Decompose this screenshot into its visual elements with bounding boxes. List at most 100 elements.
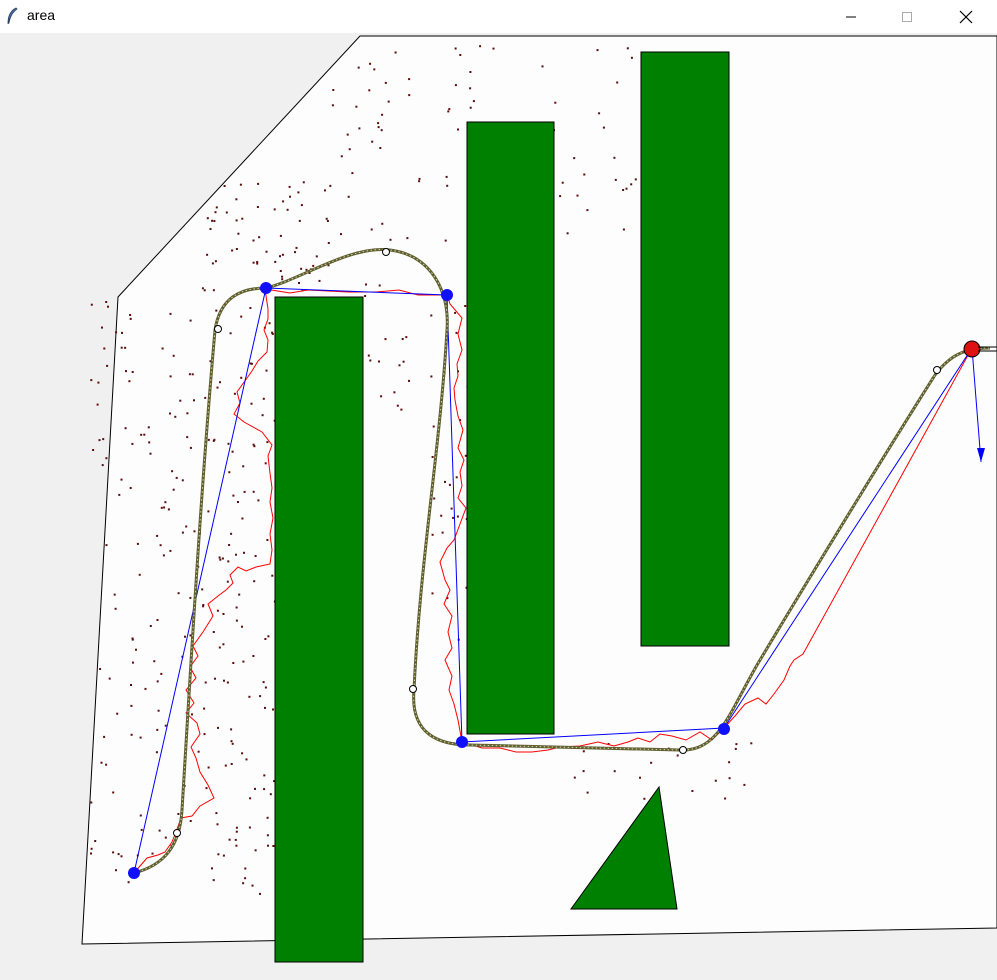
sample-point [127, 881, 130, 884]
sample-point [228, 544, 231, 546]
sample-point [448, 483, 451, 486]
sample-point [400, 408, 403, 411]
sample-point [298, 282, 300, 284]
sample-point [300, 204, 303, 207]
sample-point [139, 736, 142, 739]
sample-point [252, 261, 255, 264]
sample-point [242, 882, 245, 885]
sample-point [130, 704, 133, 707]
map-canvas[interactable] [0, 33, 997, 980]
sample-point [315, 255, 318, 258]
sample-point [265, 369, 268, 372]
waypoint[interactable] [456, 736, 468, 748]
sample-point [159, 544, 162, 547]
sample-point [616, 81, 619, 84]
maximize-button[interactable] [884, 0, 930, 33]
sample-point [418, 180, 421, 183]
sample-point [230, 532, 233, 535]
sample-point [380, 395, 383, 398]
sample-point [219, 381, 221, 384]
sample-point [384, 81, 387, 84]
sample-point [598, 112, 601, 115]
sample-point [222, 613, 225, 615]
sample-point [96, 403, 99, 406]
sample-point [348, 148, 351, 151]
sample-point [241, 217, 244, 220]
sample-point [128, 380, 131, 383]
sample-point [318, 279, 321, 282]
sample-point [241, 517, 244, 520]
sample-point [272, 845, 275, 847]
sample-point [279, 234, 282, 237]
sample-point [244, 867, 247, 870]
sample-point [405, 336, 408, 339]
title-bar[interactable]: area [0, 0, 997, 33]
sample-point [232, 662, 235, 664]
sample-point [262, 681, 265, 684]
sample-point [148, 441, 151, 444]
sample-point [455, 476, 458, 479]
sample-point [639, 776, 641, 779]
sample-point [177, 813, 180, 815]
sample-point [90, 379, 93, 382]
sample-point [327, 264, 330, 267]
waypoint[interactable] [260, 282, 272, 294]
sample-point [115, 869, 117, 872]
sample-point [103, 735, 106, 738]
sample-point [211, 262, 214, 265]
sample-point [112, 851, 115, 854]
obstacle-2 [466, 121, 555, 735]
sample-point [267, 844, 269, 847]
sample-point [583, 173, 586, 176]
waypoint[interactable] [128, 867, 140, 879]
sample-point [230, 763, 233, 765]
sample-point [268, 322, 271, 325]
sample-point [248, 826, 251, 829]
sample-point [235, 826, 238, 829]
waypoint[interactable] [718, 723, 730, 735]
sample-point [455, 331, 458, 334]
sample-point [207, 766, 210, 769]
sample-point [214, 677, 216, 680]
sample-point [212, 631, 215, 633]
sample-point [735, 743, 738, 746]
sample-point [250, 402, 253, 405]
sample-point [369, 62, 372, 65]
sample-point [265, 250, 268, 253]
sample-point [149, 625, 152, 627]
sample-point [149, 452, 152, 455]
sample-point [201, 287, 204, 290]
sample-point [94, 840, 97, 842]
sample-point [450, 507, 453, 510]
sample-point [440, 514, 443, 517]
sample-point [116, 712, 119, 715]
control-point [933, 366, 941, 374]
sample-point [221, 557, 224, 560]
sample-point [432, 425, 435, 428]
sample-point [431, 592, 434, 595]
sample-point [231, 742, 234, 745]
sample-point [105, 301, 108, 303]
sample-point [294, 251, 296, 254]
sample-point [447, 110, 450, 113]
obstacle-1 [274, 296, 364, 963]
sample-point [216, 823, 219, 826]
close-button[interactable] [943, 0, 989, 33]
sample-point [217, 726, 219, 729]
sample-point [211, 219, 214, 222]
sample-point [98, 439, 101, 442]
sample-point [305, 268, 308, 271]
close-icon [959, 10, 973, 23]
sample-point [121, 331, 123, 334]
minimize-button[interactable] [828, 0, 874, 33]
sample-point [238, 593, 241, 596]
obstacle-3 [640, 51, 730, 647]
waypoint[interactable] [441, 289, 453, 301]
sample-point [186, 412, 189, 415]
sample-point [222, 854, 225, 857]
sample-point [160, 672, 163, 675]
sample-point [206, 253, 209, 256]
sample-point [161, 347, 164, 350]
sample-point [151, 852, 154, 855]
robot-marker[interactable] [963, 340, 981, 358]
